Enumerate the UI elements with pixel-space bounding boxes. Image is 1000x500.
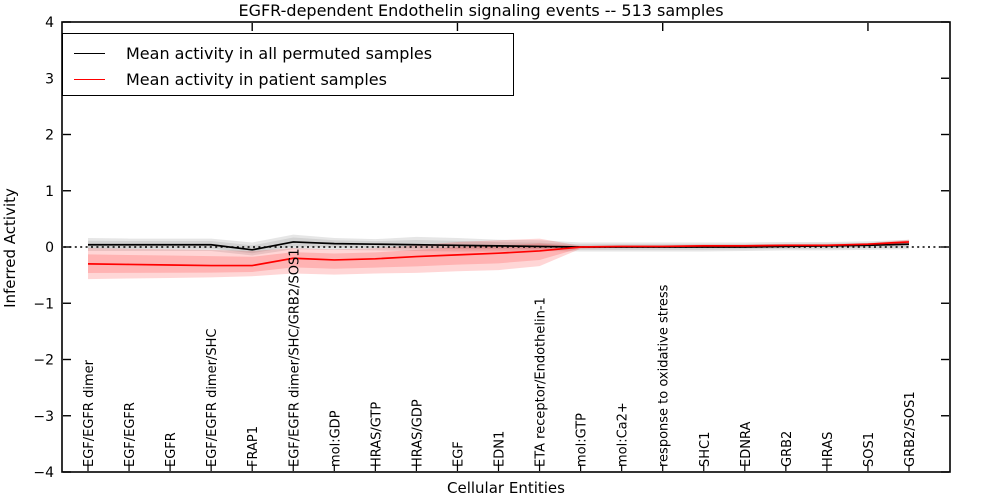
x-tick-label: GRB2/SOS1 [903,391,918,467]
x-tick-label: EGF/EGFR dimer/SHC [205,329,220,467]
x-tick-label: HRAS [821,432,836,467]
mean-line-1 [87,241,910,267]
y-tick-label: −1 [33,296,54,312]
y-tick-label: 4 [45,15,54,31]
y-tick-label: −3 [33,409,54,425]
legend-item: Mean activity in all permuted samples [74,40,513,66]
x-tick-label: ETA receptor/Endothelin-1 [534,297,549,467]
plot-frame [61,21,951,473]
legend: Mean activity in all permuted samples Me… [62,33,514,96]
legend-label-patient: Mean activity in patient samples [126,69,387,89]
x-tick-label: EDNRA [739,422,754,467]
band-outer-1 [88,238,909,280]
x-tick-label: EGF/EGFR [123,402,138,467]
x-tick-label: EGFR [164,432,179,467]
x-tick-label: mol:GTP [575,413,590,467]
x-tick-label: EGF [451,441,466,467]
x-tick-label: HRAS/GDP [410,399,425,467]
legend-line-patient-icon [74,78,105,80]
x-tick-label: mol:GDP [328,410,343,467]
chart-title: EGFR-dependent Endothelin signaling even… [238,1,724,20]
x-tick-label: EGF/EGFR dimer/SHC/GRB2/SOS1 [287,249,302,468]
x-tick-label: response to oxidative stress [657,284,672,467]
x-tick-label: SHC1 [698,432,713,467]
x-tick-label: FRAP1 [246,426,261,467]
legend-label-permuted: Mean activity in all permuted samples [126,43,433,63]
x-tick-label: EGF/EGFR dimer [82,359,97,467]
y-tick-label: −2 [33,353,54,369]
legend-item: Mean activity in patient samples [74,66,513,92]
band-inner-1 [88,240,909,273]
y-tick-label: 3 [45,71,54,87]
x-tick-label: SOS1 [862,432,877,467]
y-tick-label: 1 [45,184,54,200]
x-tick-label: HRAS/GTP [369,402,384,467]
x-tick-label: EDN1 [493,431,508,467]
x-axis-label: Cellular Entities [447,479,565,497]
mean-line-0 [88,241,910,251]
y-axis-label: Inferred Activity [1,188,19,308]
y-tick-label: 2 [45,128,54,144]
x-tick-label: mol:Ca2+ [616,402,631,467]
y-tick-label: 0 [45,240,54,256]
y-tick-label: −4 [33,465,54,481]
legend-line-permuted-icon [74,52,105,54]
x-tick-label: GRB2 [780,431,795,467]
